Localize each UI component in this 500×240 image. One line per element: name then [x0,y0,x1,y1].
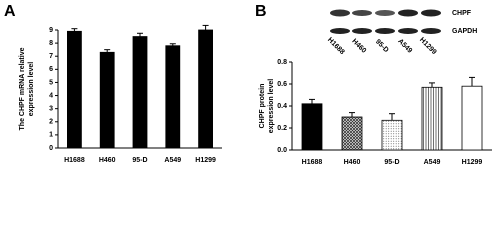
y-tick-label: 1 [49,132,53,139]
y-tick-label: 0.4 [277,103,287,110]
x-tick-label: 95-D [384,159,399,166]
y-tick-label: 5 [49,79,53,86]
bar [99,51,115,149]
x-tick-label: H1688 [64,157,85,164]
x-tick-label: H1299 [462,159,483,166]
y-tick-label: 9 [49,27,53,34]
panel-label: B [255,3,267,20]
y-tick-label: 3 [49,106,53,113]
bar [67,30,82,149]
y-tick-label: 0 [49,145,53,152]
y-axis-title: CHPF protein [259,84,266,129]
y-tick-label: 7 [49,53,53,60]
x-tick-label: H1299 [195,157,216,164]
y-axis-title: expression level [268,79,275,134]
bar [421,86,443,151]
y-tick-label: 4 [49,92,53,99]
y-tick-label: 0.0 [277,147,287,154]
blot [328,4,446,40]
y-tick-label: 6 [49,66,53,73]
bar [198,29,214,149]
x-tick-label: A549 [164,157,181,164]
bar [381,119,403,151]
y-tick-label: 0.6 [277,81,287,88]
panel-label: A [4,3,16,20]
y-tick-label: 0.2 [277,125,287,132]
blot-row-label: GAPDH [452,28,477,35]
bar [461,85,483,151]
x-tick-label: H460 [99,157,116,164]
bar [132,36,148,149]
bar [165,45,181,149]
x-tick-label: A549 [424,159,441,166]
bar [301,103,323,151]
y-tick-label: 0.8 [277,59,287,66]
blot-lane-label: 95-D [374,38,390,54]
blot-row-label: CHPF [452,10,472,17]
blot-lane-label: H460 [350,38,367,55]
blot-lane-label: A549 [396,38,413,55]
y-axis-title: expression level [28,62,35,117]
y-tick-label: 8 [49,40,53,47]
x-tick-label: H460 [344,159,361,166]
y-tick-label: 2 [49,119,53,126]
bar [341,116,363,151]
y-axis-title: The CHPF mRNA relative [19,47,26,130]
x-tick-label: 95-D [132,157,147,164]
x-tick-label: H1688 [302,159,323,166]
